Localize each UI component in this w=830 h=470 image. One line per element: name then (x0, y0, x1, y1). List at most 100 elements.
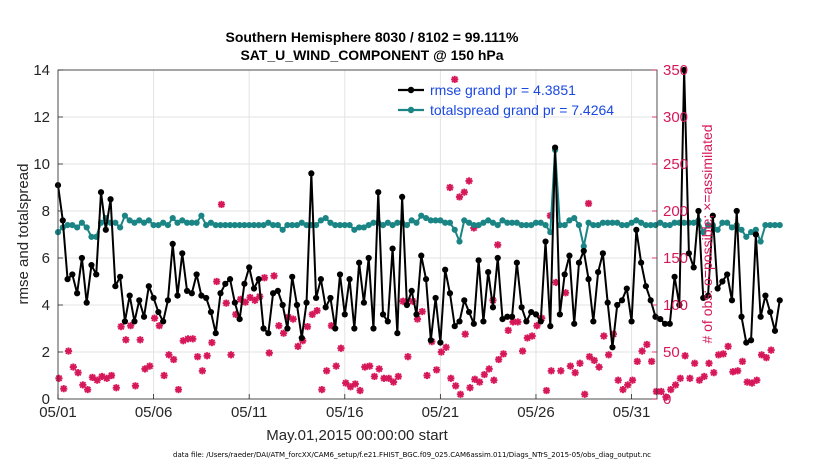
obs-marker-6 (84, 386, 92, 394)
obs-marker-128 (667, 386, 675, 394)
obs-marker-119 (624, 381, 632, 389)
rmse-point-112 (590, 318, 597, 325)
obs-marker-d2-92 (495, 356, 503, 363)
rmse-point-36 (226, 276, 234, 283)
obs-marker-55 (318, 386, 326, 394)
spread-point-149 (767, 222, 774, 229)
rmse-point-53 (308, 170, 315, 177)
spread-point-13 (117, 224, 124, 231)
y-right-tick-label-0: 0 (663, 391, 671, 408)
obs-marker-58 (332, 362, 340, 370)
rmse-point-55 (317, 276, 324, 283)
obs-marker-145 (748, 379, 756, 387)
obs-marker-d2-109 (576, 359, 584, 367)
obs-marker-83 (452, 382, 460, 390)
y-right-tick-label-2: 100 (663, 297, 688, 314)
rmse-point-132 (685, 250, 693, 257)
obs-marker-d2-120 (629, 376, 636, 384)
rmse-point-123 (642, 283, 650, 290)
spread-point-40 (246, 222, 253, 229)
rmse-point-101 (537, 318, 544, 325)
obs-marker-d2-7 (89, 374, 96, 381)
spread-point-57 (327, 219, 334, 226)
y-axis-label: rmse and totalspread (15, 164, 32, 305)
obs-marker-d2-44 (265, 349, 273, 357)
obs-marker-d2-20 (151, 314, 158, 322)
obs-marker-147 (757, 351, 766, 359)
spread-point-39 (241, 222, 248, 229)
x-tick-label-4: 05/21 (422, 404, 460, 421)
y-right-tick-label-7: 350 (663, 62, 688, 79)
rmse-point-43 (260, 325, 267, 332)
spread-point-122 (638, 219, 645, 226)
spread-point-35 (222, 222, 229, 229)
spread-point-23 (164, 222, 172, 229)
obs-marker-15 (127, 322, 135, 330)
obs-marker-d2-54 (313, 307, 321, 314)
rmse-point-33 (212, 330, 219, 337)
legend-spread-label: totalspread grand pr = 7.4264 (430, 102, 614, 118)
legend-rmse-marker (407, 86, 415, 94)
rmse-point-147 (757, 313, 764, 320)
obs-marker-127 (662, 393, 670, 401)
rmse-point-11 (107, 196, 114, 203)
spread-point-124 (647, 222, 654, 229)
obs-marker-87 (471, 375, 479, 383)
obs-marker-24 (170, 355, 178, 364)
rmse-point-41 (250, 285, 258, 292)
obs-marker-118 (619, 386, 627, 394)
obs-marker-d2-24 (170, 356, 178, 363)
spread-point-88 (475, 222, 482, 229)
rmse-point-38 (236, 316, 243, 323)
rmse-point-17 (136, 297, 143, 304)
spread-point-6 (83, 224, 90, 231)
obs-marker-d2-58 (332, 362, 340, 370)
y-tick-label-6: 12 (33, 109, 50, 126)
spread-point-71 (394, 219, 401, 226)
obs-marker-117 (614, 376, 622, 384)
obs-marker-90 (485, 365, 493, 373)
y-tick-label-0: 0 (42, 391, 50, 408)
obs-marker-97 (518, 347, 527, 355)
obs-marker-d2-111 (586, 353, 593, 361)
legend-spread-marker (407, 106, 415, 114)
obs-marker-d2-96 (514, 318, 522, 326)
obs-marker-121 (633, 357, 641, 365)
rmse-point-68 (379, 311, 387, 318)
obs-marker-d2-83 (452, 382, 460, 390)
rmse-point-79 (432, 294, 439, 302)
obs-marker-d2-126 (657, 388, 665, 395)
obs-marker-d2-18 (141, 365, 149, 373)
obs-marker-53 (308, 310, 316, 318)
obs-marker-d2-148 (763, 354, 770, 361)
spread-point-98 (523, 222, 530, 229)
spread-point-29 (193, 219, 200, 226)
rmse-point-89 (480, 318, 487, 325)
obs-marker-89 (480, 370, 488, 379)
rmse-point-143 (738, 313, 745, 320)
spread-point-116 (609, 219, 616, 226)
y-right-tick-labels: 0 50 100 150 200 250 300 350 (652, 62, 688, 408)
obs-marker-d2-13 (117, 323, 125, 330)
obs-extra-marker-d2-1 (446, 184, 454, 191)
obs-marker-92 (495, 355, 503, 364)
spread-point-77 (422, 214, 430, 222)
rmse-point-50 (293, 301, 301, 309)
obs-marker-d2-108 (571, 369, 579, 377)
spread-point-38 (236, 222, 243, 229)
spread-point-108 (571, 214, 578, 222)
x-tick-label-3: 05/16 (326, 404, 364, 421)
rmse-point-25 (174, 292, 181, 299)
rmse-point-37 (231, 299, 238, 306)
obs-marker-4 (74, 369, 82, 377)
obs-marker-d2-93 (500, 350, 507, 358)
rmse-point-129 (671, 273, 678, 280)
spread-point-26 (179, 217, 186, 224)
obs-marker-5 (79, 381, 87, 389)
spread-point-117 (614, 219, 621, 226)
rmse-point-84 (456, 318, 463, 325)
rmse-point-108 (571, 320, 578, 327)
rmse-point-39 (241, 280, 248, 287)
y-tick-label-7: 14 (33, 62, 50, 79)
